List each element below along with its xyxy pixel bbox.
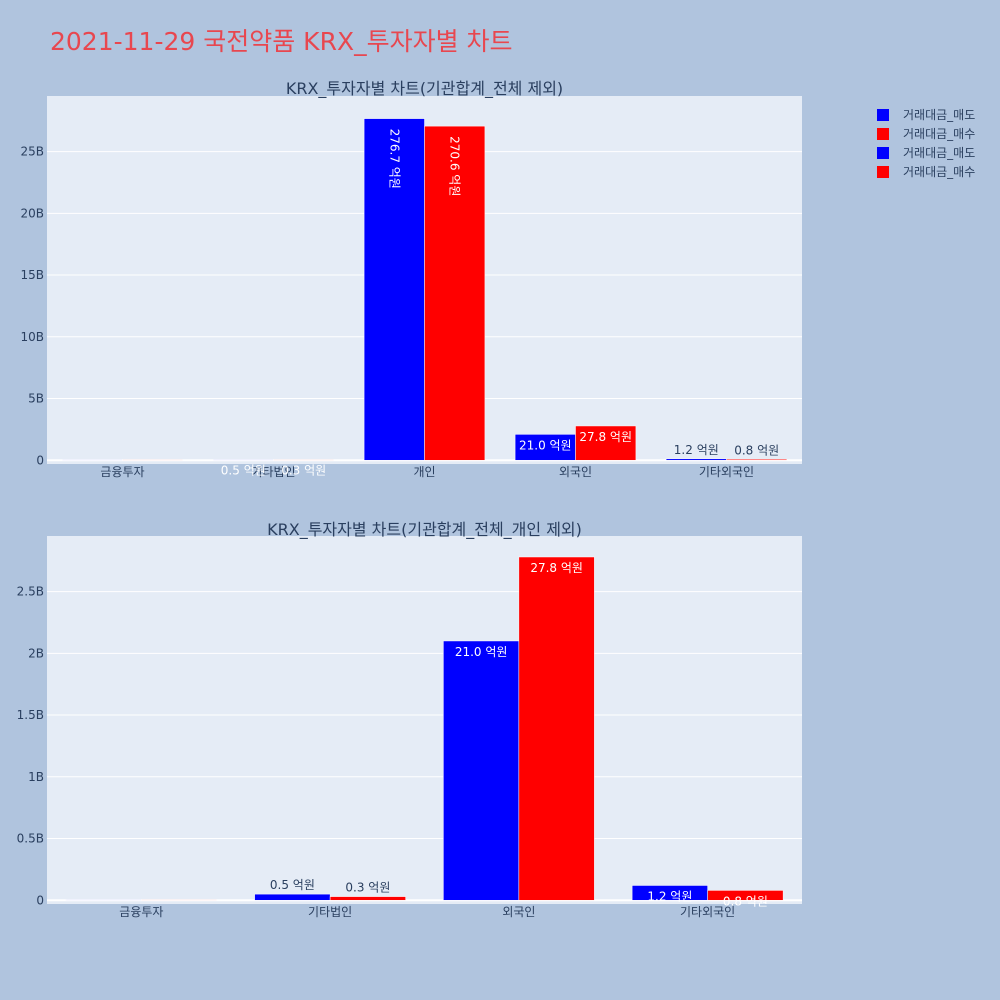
bar-data-label: 1.2 억원 [674,443,719,457]
bar-buy[interactable] [707,890,784,901]
legend-item[interactable]: 거래대금_매도 [877,108,975,122]
legend-swatch [877,147,889,159]
bar-data-label: 27.8 억원 [579,430,632,444]
y-tick-label: 1.5B [17,708,44,722]
y-tick-label: 15B [20,268,44,282]
legend-item[interactable]: 거래대금_매도 [877,146,975,160]
x-tick-label: 금융투자 [119,905,163,919]
bar-buy[interactable] [518,556,595,901]
y-tick-label: 0.5B [17,832,44,846]
bar-data-label: 21.0 억원 [455,645,508,659]
bar-data-label: 0.8 억원 [723,894,768,908]
bar-sell[interactable] [363,118,425,461]
bar-sell[interactable] [443,640,520,901]
bar-data-label: 0.5 억원 [221,464,266,478]
bar-sell[interactable] [65,899,142,901]
bar-sell[interactable] [212,459,274,461]
x-tick-label: 외국인 [559,465,592,479]
bar-data-label: 0.3 억원 [281,464,326,478]
y-tick-label: 5B [28,392,44,406]
bar-buy[interactable] [575,425,637,461]
legend-label: 거래대금_매수 [903,127,975,141]
bar-buy[interactable] [122,459,184,461]
bar-sell[interactable] [514,434,576,461]
legend-label: 거래대금_매도 [903,146,975,160]
bar-buy[interactable] [273,459,335,461]
bar-data-label: 27.8 억원 [530,561,583,575]
y-tick-label: 0 [36,453,44,467]
chart-panel-1: 0 5B 10B 15B 20B 25B KRX_투자자별 차트(기관합계_전체 제외) 금융… [20,79,802,479]
bar-data-label: 270.6 억원 [448,136,462,196]
bar-data-label: 0.5 억원 [270,878,315,892]
legend-label: 거래대금_매도 [903,108,975,122]
y-tick-label: 20B [20,206,44,220]
legend-item[interactable]: 거래대금_매수 [877,127,975,141]
x-tick-label: 기타외국인 [680,905,735,919]
bar-sell[interactable] [254,893,331,901]
x-tick-label: 기타외국인 [699,465,754,479]
bar-sell[interactable] [61,459,123,461]
bar-data-label: 1.2 억원 [647,889,692,903]
y-tick-label: 2.5B [17,585,44,599]
bar-data-label: 0.3 억원 [345,881,390,895]
x-tick-label: 기타법인 [308,905,352,919]
chart-panel-2: 0 0.5B 1B 1.5B 2B 2.5B KRX_투자자별 차트(기관합계_전체_개인 … [17,520,802,919]
bar-data-label: 21.0 억원 [519,438,572,452]
legend-item[interactable]: 거래대금_매수 [877,165,975,179]
page-title: 2021-11-29 국전약품 KRX_투자자별 차트 [50,27,513,56]
bar-data-label: 276.7 억원 [387,129,401,189]
bar-sell[interactable] [665,458,727,461]
y-tick-label: 0 [36,893,44,907]
y-tick-label: 10B [20,330,44,344]
chart-title: KRX_투자자별 차트(기관합계_전체 제외) [286,79,563,99]
x-tick-label: 금융투자 [100,465,144,479]
y-tick-label: 2B [28,646,44,660]
bar-buy[interactable] [726,459,788,461]
bar-buy[interactable] [329,896,406,901]
x-tick-label: 기타법인 [251,465,295,479]
legend-label: 거래대금_매수 [903,165,975,179]
bar-buy[interactable] [424,125,486,461]
x-tick-label: 개인 [413,465,435,479]
legend-swatch [877,128,889,140]
y-tick-label: 25B [20,145,44,159]
bar-data-label: 0.8 억원 [734,443,779,457]
plot-area [47,536,802,904]
chart-title: KRX_투자자별 차트(기관합계_전체_개인 제외) [267,520,582,540]
legend-swatch [877,109,889,121]
legend-swatch [877,166,889,178]
y-tick-label: 1B [28,770,44,784]
bar-buy[interactable] [141,899,218,901]
x-tick-label: 외국인 [502,905,535,919]
